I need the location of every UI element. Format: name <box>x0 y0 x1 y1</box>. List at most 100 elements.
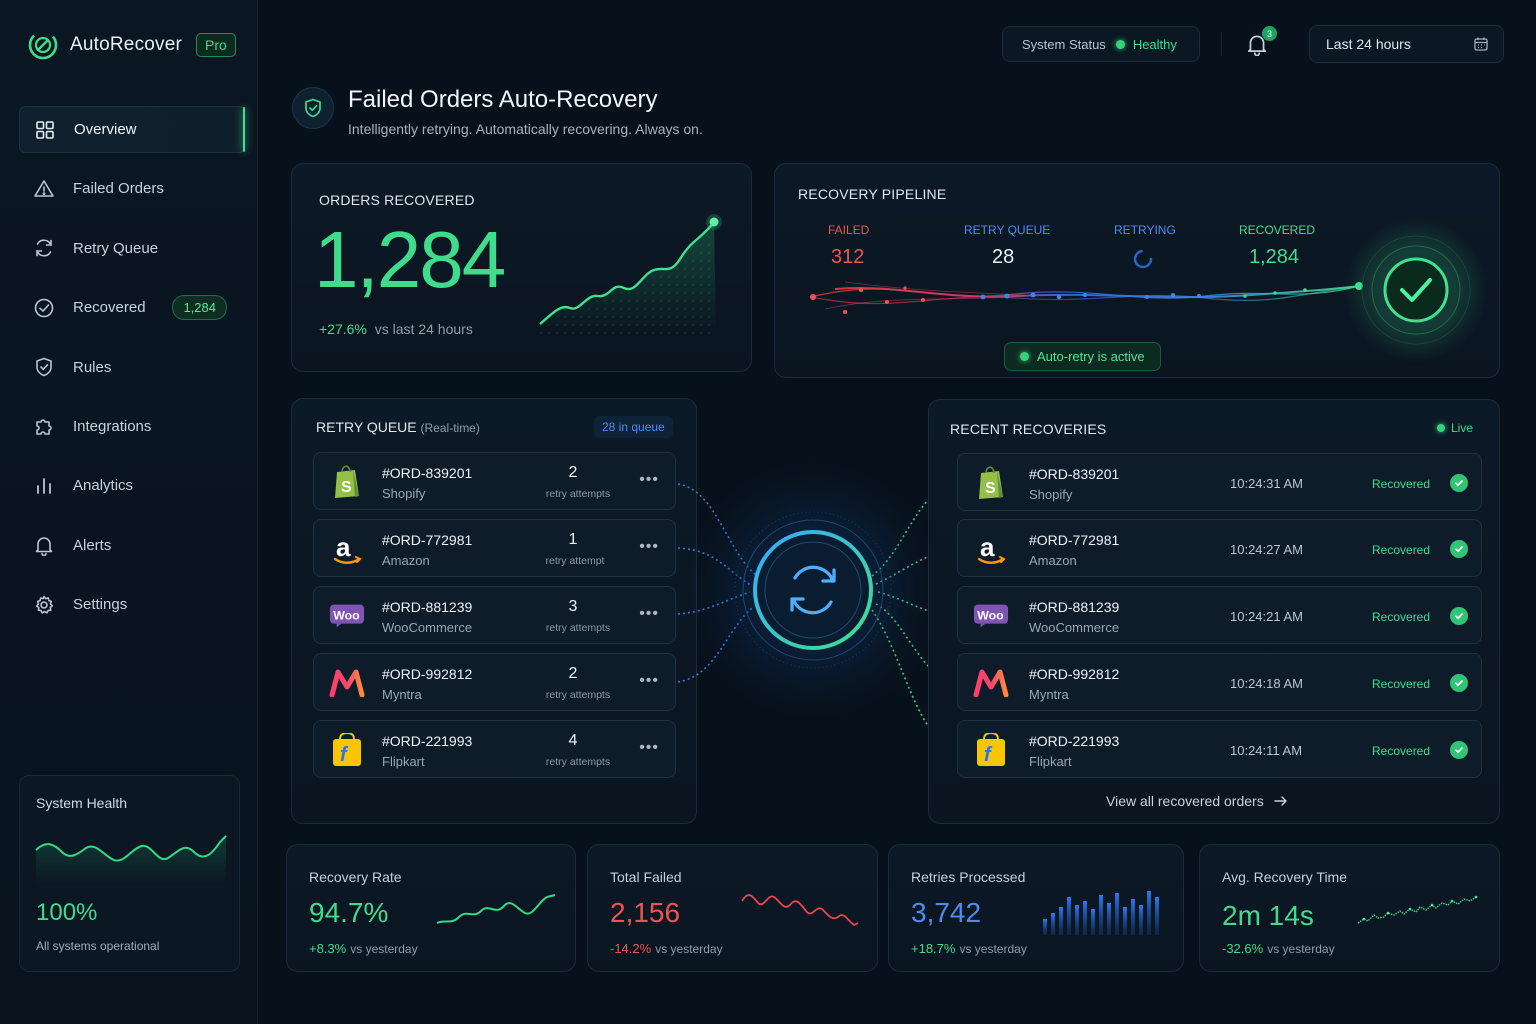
more-options-icon[interactable]: ••• <box>639 538 659 555</box>
more-options-icon[interactable]: ••• <box>639 605 659 622</box>
pipeline-failed-label: FAILED <box>828 223 870 237</box>
recovery-time: 10:24:21 AM <box>1230 609 1303 624</box>
more-options-icon[interactable]: ••• <box>639 672 659 689</box>
sidebar-item-settings[interactable]: Settings <box>19 581 245 628</box>
sidebar-item-recovered[interactable]: Recovered 1,284 <box>19 284 245 331</box>
sidebar-item-analytics[interactable]: Analytics <box>19 462 245 509</box>
alert-triangle-icon <box>33 178 55 200</box>
view-all-recovered-link[interactable]: View all recovered orders <box>1106 793 1288 809</box>
stat-title: Total Failed <box>610 869 682 885</box>
bar-chart-icon <box>33 475 55 497</box>
myntra-logo-icon <box>329 665 365 701</box>
orders-recovered-card: ORDERS RECOVERED 1,284 +27.6% vs last 24… <box>291 163 752 372</box>
stat-delta: +18.7% <box>911 941 956 956</box>
orders-recovered-title: ORDERS RECOVERED <box>319 192 475 208</box>
retry-queue-title-suffix: (Real-time) <box>420 421 480 435</box>
system-health-caption: All systems operational <box>36 939 160 953</box>
orders-recovered-trend-chart <box>539 214 722 334</box>
refresh-icon <box>33 237 55 259</box>
auto-retry-dot <box>1020 352 1029 361</box>
notification-count-badge: 3 <box>1262 26 1277 41</box>
check-icon <box>1450 741 1468 759</box>
recovered-order-row[interactable]: Woo #ORD-881239 WooCommerce 10:24:21 AM … <box>957 586 1482 644</box>
retry-queue-row[interactable]: f #ORD-221993 Flipkart 4 retry attempts … <box>313 720 676 778</box>
total-failed-card: Total Failed 2,156 -14.2% vs yesterday <box>587 844 878 972</box>
orders-recovered-delta: +27.6% <box>319 321 367 337</box>
more-options-icon[interactable]: ••• <box>639 739 659 756</box>
retry-attempt-count: 2 <box>568 464 578 481</box>
sidebar-item-overview[interactable]: Overview <box>19 106 245 153</box>
notifications-button[interactable]: 3 <box>1245 26 1277 58</box>
stat-delta: -14.2% <box>610 941 652 956</box>
bell-icon <box>1247 35 1267 57</box>
order-id: #ORD-839201 <box>382 465 473 481</box>
order-source: Shopify <box>382 486 426 501</box>
sidebar-item-label: Settings <box>73 596 128 614</box>
stat-value: 94.7% <box>309 897 389 928</box>
pipeline-retrying-label: RETRYING <box>1114 223 1176 237</box>
pipeline-failed-value: 312 <box>831 246 865 268</box>
retry-queue-row[interactable]: S #ORD-839201 Shopify 2 retry attempts •… <box>313 452 676 510</box>
retry-queue-row[interactable]: Woo #ORD-881239 WooCommerce 3 retry atte… <box>313 586 676 644</box>
shopify-logo-icon: S <box>973 465 1009 501</box>
retry-attempt-count: 2 <box>568 665 578 682</box>
order-source: Shopify <box>1029 487 1073 502</box>
retry-queue-header: RETRY QUEUE (Real-time) <box>316 419 480 435</box>
retry-attempt-label: retry attempts <box>545 488 611 500</box>
retry-queue-row[interactable]: #ORD-992812 Myntra 2 retry attempts ••• <box>313 653 676 711</box>
svg-text:S: S <box>341 479 352 496</box>
woocommerce-logo-icon: Woo <box>973 598 1009 634</box>
header-shield-icon <box>292 87 334 129</box>
recovered-order-row[interactable]: f #ORD-221993 Flipkart 10:24:11 AM Recov… <box>957 720 1482 778</box>
pro-badge: Pro <box>196 33 236 57</box>
recovered-order-row[interactable]: #ORD-992812 Myntra 10:24:18 AM Recovered <box>957 653 1482 711</box>
recent-recoveries-title: RECENT RECOVERIES <box>950 421 1107 437</box>
recovery-engine-hub <box>677 455 960 754</box>
check-icon <box>1450 540 1468 558</box>
pipeline-queue-label: RETRY QUEUE <box>964 223 1051 237</box>
system-health-card: System Health 100% All systems operation… <box>19 775 240 972</box>
order-source: Flipkart <box>1029 754 1072 769</box>
myntra-logo-icon <box>973 665 1009 701</box>
retry-attempt-label: retry attempt <box>545 555 605 567</box>
retries-processed-bars <box>1043 891 1159 935</box>
sidebar-item-alerts[interactable]: Alerts <box>19 522 245 569</box>
retry-attempt-label: retry attempts <box>545 756 611 768</box>
sidebar-item-retry-queue[interactable]: Retry Queue <box>19 225 245 272</box>
retry-attempt-count: 4 <box>568 732 578 749</box>
sidebar-item-failed-orders[interactable]: Failed Orders <box>19 165 245 212</box>
sidebar-item-label: Alerts <box>73 536 112 554</box>
svg-text:S: S <box>985 480 996 497</box>
orders-recovered-delta-row: +27.6% vs last 24 hours <box>319 321 473 337</box>
date-range-picker[interactable]: Last 24 hours <box>1309 25 1504 63</box>
flipkart-logo-icon: f <box>329 732 365 768</box>
system-status-pill[interactable]: System Status Healthy <box>1002 26 1200 62</box>
recovered-order-row[interactable]: a #ORD-772981 Amazon 10:24:27 AM Recover… <box>957 519 1482 577</box>
svg-text:a: a <box>980 532 995 562</box>
order-id: #ORD-992812 <box>1029 666 1120 682</box>
recovered-order-row[interactable]: S #ORD-839201 Shopify 10:24:31 AM Recove… <box>957 453 1482 511</box>
recovery-status: Recovered <box>1372 744 1431 758</box>
pipeline-recovered-value: 1,284 <box>1249 246 1300 268</box>
queue-count-badge: 28 in queue <box>594 416 673 438</box>
stat-delta: +8.3% <box>309 941 347 956</box>
pipeline-check-icon <box>1385 259 1447 321</box>
more-options-icon[interactable]: ••• <box>639 471 659 488</box>
sidebar: AutoRecover Pro Overview Failed Orders R… <box>0 0 258 1024</box>
sidebar-item-integrations[interactable]: Integrations <box>19 403 245 450</box>
order-id: #ORD-221993 <box>1029 733 1120 749</box>
arrow-right-icon <box>1274 796 1287 806</box>
svg-text:f: f <box>340 744 349 766</box>
retry-queue-row[interactable]: a #ORD-772981 Amazon 1 retry attempt ••• <box>313 519 676 577</box>
sidebar-item-rules[interactable]: Rules <box>19 344 245 391</box>
stat-value: 2m 14s <box>1222 900 1314 931</box>
status-dot <box>1115 39 1125 49</box>
brand[interactable]: AutoRecover Pro <box>26 28 236 62</box>
live-dot <box>1437 424 1445 432</box>
stat-value: 2,156 <box>610 897 681 928</box>
order-id: #ORD-772981 <box>382 532 473 548</box>
amazon-logo-icon: a <box>973 531 1009 567</box>
sidebar-item-label: Rules <box>73 358 112 376</box>
stat-value: 3,742 <box>911 897 982 928</box>
svg-text:a: a <box>336 532 351 562</box>
